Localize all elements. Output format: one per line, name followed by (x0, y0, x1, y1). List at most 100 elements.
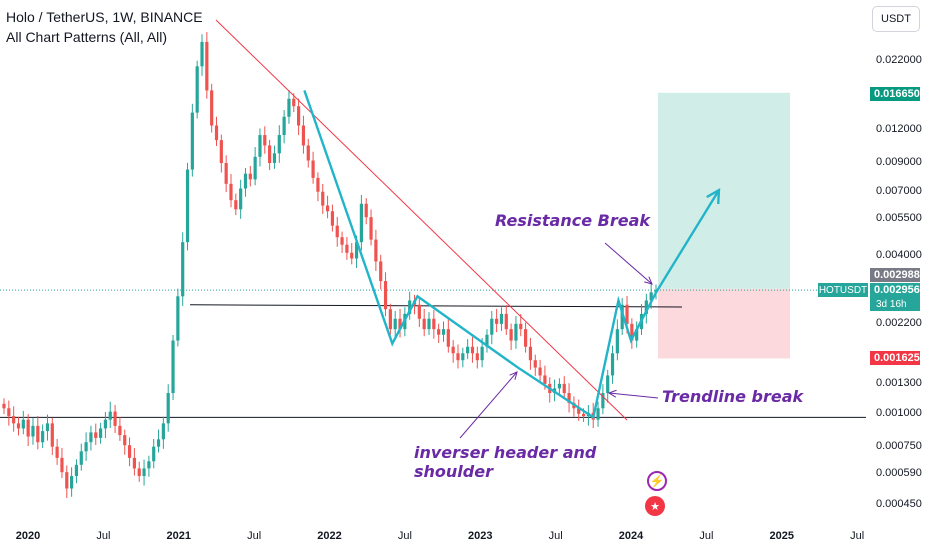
candle-body (60, 457, 64, 473)
candle-body (36, 425, 40, 443)
candle-body (16, 423, 21, 429)
candle-body (74, 464, 79, 477)
candle-body (456, 353, 460, 361)
candle-body (205, 41, 209, 91)
candle-body (195, 66, 199, 113)
price-axis-label: 0.005500 (876, 212, 922, 225)
symbol-title[interactable]: Holo / TetherUS, 1W, BINANCE (6, 9, 203, 25)
candle-body (321, 191, 325, 206)
time-axis-label: 2025 (769, 530, 794, 542)
candle-body (123, 435, 127, 446)
candle-body (171, 340, 175, 394)
candle-body (408, 300, 412, 314)
resistance-arrow-head (644, 276, 653, 285)
last-price-tag: 0.002956 (870, 283, 920, 297)
symbol-price-label: HOTUSDT (818, 283, 868, 297)
candle-body (514, 323, 518, 341)
candle-body (577, 408, 581, 414)
candle-body (581, 413, 586, 417)
candle-body (475, 353, 479, 361)
resistance-break-annotation: Resistance Break (495, 211, 651, 230)
candle-body (330, 211, 335, 226)
candle-body (234, 200, 238, 210)
candle-body (263, 135, 267, 146)
candle-body (268, 145, 272, 164)
lightning-icon[interactable]: ⚡ (647, 471, 667, 491)
stop-price-tag: 0.001625 (870, 351, 920, 365)
candle-body (538, 367, 542, 376)
time-axis-label: Jul (397, 530, 412, 542)
price-axis-label: 0.001000 (876, 406, 922, 419)
candle-body (108, 411, 112, 420)
candle-body (41, 431, 45, 443)
candle-body (359, 203, 363, 243)
price-axis-label: 0.001300 (876, 376, 922, 389)
candle-body (31, 425, 35, 437)
candle-body (272, 153, 277, 164)
candle-body (495, 318, 499, 324)
target-price-tag: 0.016650 (870, 87, 920, 101)
time-axis-label: Jul (548, 530, 563, 542)
candle-body (528, 346, 533, 361)
time-axis-label: 2021 (166, 530, 191, 542)
candle-body (79, 451, 83, 465)
candle-body (316, 177, 320, 192)
candle-body (533, 360, 537, 368)
candle-body (499, 313, 504, 324)
candle-body (451, 346, 455, 354)
candle-body (84, 442, 88, 452)
candle-body (277, 135, 281, 154)
currency-button[interactable]: USDT (872, 6, 920, 32)
candle-body (70, 476, 74, 489)
pattern-arrow-head (509, 371, 518, 380)
candle-body (369, 217, 373, 240)
candle-body (504, 313, 508, 330)
candle-body (596, 408, 600, 420)
candle-body (229, 183, 233, 201)
candle-body (374, 239, 378, 262)
candle-body (364, 203, 368, 218)
candle-body (615, 329, 619, 354)
time-axis-label: 2024 (618, 530, 644, 542)
time-axis-label: 2020 (15, 530, 41, 542)
candle-body (248, 173, 252, 180)
high-price-tag: 0.002988 (870, 268, 920, 282)
time-axis-label: Jul (699, 530, 714, 542)
candle-body (625, 304, 629, 324)
candle-body (210, 90, 214, 126)
candle-body (519, 323, 523, 330)
candle-body (118, 425, 122, 436)
candle-body (287, 98, 291, 117)
candle-body (50, 423, 54, 447)
indicator-label[interactable]: All Chart Patterns (All, All) (6, 29, 168, 45)
candle-body (306, 145, 310, 161)
candle-body (417, 304, 421, 319)
candle-body (103, 419, 108, 429)
candle-body (335, 225, 339, 238)
candle-body (340, 237, 344, 245)
candle-body (601, 393, 605, 409)
candle-body (345, 244, 349, 253)
candle-body (55, 446, 59, 458)
candle-body (398, 318, 402, 330)
candle-body (350, 252, 354, 259)
candle-body (620, 304, 624, 330)
candle-body (437, 329, 441, 335)
candle-body (466, 346, 470, 354)
candle-body (470, 346, 475, 354)
pattern-path (303, 90, 720, 420)
candle-body (65, 472, 69, 489)
candle-body (524, 329, 528, 347)
candle-body (147, 461, 151, 469)
candle-body (176, 296, 180, 341)
candle-body (239, 188, 243, 210)
us-flag-icon[interactable]: ★ (645, 496, 665, 516)
candle-body (427, 318, 431, 330)
candle-body (113, 411, 117, 426)
time-axis-label: Jul (247, 530, 262, 542)
candle-body (567, 393, 571, 403)
candle-body (383, 281, 388, 310)
candle-body (12, 416, 16, 424)
candle-body (181, 242, 185, 297)
